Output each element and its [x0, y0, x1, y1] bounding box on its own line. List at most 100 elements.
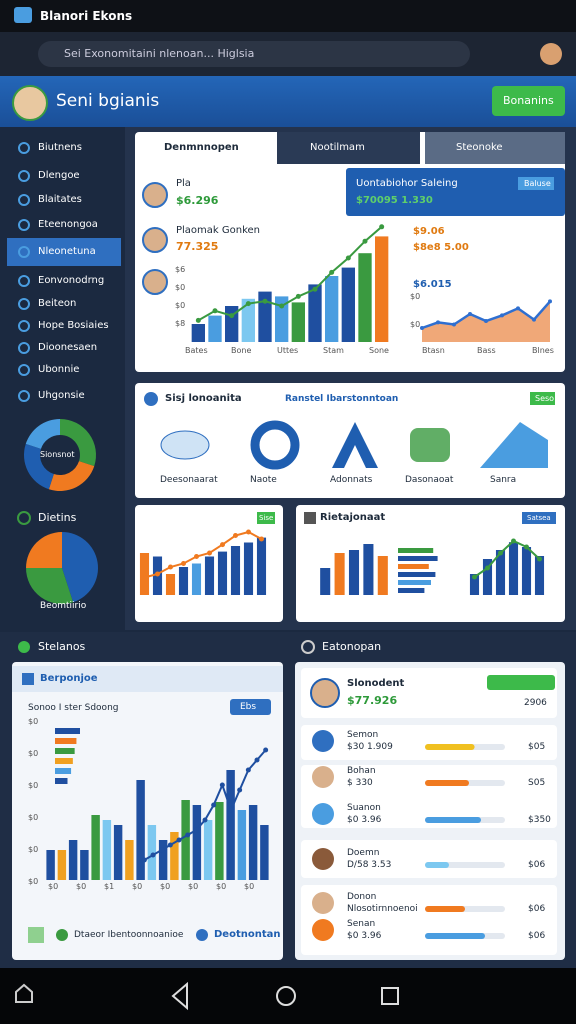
- header-button-label: Bonanins: [503, 94, 554, 107]
- trend-point: [279, 303, 285, 309]
- item-icon: [18, 142, 30, 154]
- x-label: $0: [160, 882, 171, 891]
- tab[interactable]: [277, 132, 420, 164]
- badge-label: Seso: [535, 394, 555, 403]
- url-field[interactable]: [38, 41, 470, 67]
- hbar: [398, 548, 434, 553]
- row-value: S05: [528, 778, 546, 788]
- trend-point: [159, 847, 165, 853]
- x-label: Btasn: [422, 346, 445, 355]
- back-button[interactable]: [171, 981, 188, 1011]
- progress-bar: [425, 862, 449, 868]
- donut-label: Sionsnot: [40, 450, 75, 459]
- bar: [534, 556, 545, 595]
- bar: [191, 324, 205, 342]
- bar: [243, 542, 254, 595]
- trend-point: [228, 807, 234, 813]
- bar: [136, 780, 145, 880]
- x-label: $1: [104, 882, 115, 891]
- recents-button[interactable]: [381, 987, 399, 1005]
- row-icon: [312, 919, 334, 941]
- bar: [191, 563, 202, 595]
- item-icon: [18, 320, 30, 332]
- area-point: [532, 317, 536, 322]
- bar: [215, 802, 224, 880]
- tab-label: Steonoke: [456, 142, 503, 153]
- active-item: [7, 238, 121, 266]
- bar: [230, 546, 241, 595]
- item-icon: [18, 298, 30, 310]
- pie-label: Beomtiirio: [40, 601, 87, 611]
- trend-point: [262, 298, 268, 304]
- sidebar-item: Dioonesaen: [38, 342, 98, 353]
- bar: [46, 850, 55, 880]
- trend-point: [193, 827, 199, 833]
- sidebar-item: Ubonnie: [38, 364, 80, 375]
- bar: [226, 770, 235, 880]
- x-label: $0: [76, 882, 87, 891]
- badge: [530, 392, 555, 405]
- section-icon: [18, 641, 30, 653]
- row-value: $350: [528, 815, 551, 825]
- tool-label: Adonnats: [330, 475, 373, 485]
- bar: [275, 296, 289, 342]
- hbar: [398, 580, 431, 585]
- list-value: $77.926: [347, 694, 398, 707]
- tool-label: Sanra: [490, 475, 517, 485]
- user-avatar[interactable]: [12, 85, 48, 121]
- trend-point: [207, 550, 212, 556]
- x-label: $0: [132, 882, 143, 891]
- row-sub: $ 330: [347, 778, 373, 788]
- trend-point: [263, 747, 269, 753]
- pie-slice: [60, 419, 96, 467]
- banner-title: Uontabiohor Saleing: [356, 178, 458, 189]
- bar: [170, 832, 179, 880]
- y-label: $8: [175, 319, 186, 328]
- tool-icon: [160, 430, 210, 460]
- button-label: Ebs: [240, 702, 257, 712]
- bar: [363, 544, 374, 595]
- trend-point: [237, 787, 243, 793]
- hbar: [398, 556, 438, 561]
- row-sub: $0 3.96: [347, 815, 382, 825]
- bar: [377, 556, 388, 595]
- trend-point: [229, 313, 235, 319]
- header-button[interactable]: [492, 86, 565, 116]
- trend-point: [245, 767, 251, 773]
- section-icon: [301, 640, 315, 654]
- panel-icon: [22, 673, 34, 685]
- tab-label: Denmnnopen: [164, 142, 239, 153]
- y-label: $0: [28, 845, 39, 854]
- tab[interactable]: [425, 132, 565, 164]
- profile-avatar[interactable]: [540, 43, 562, 65]
- list-card: [301, 840, 557, 878]
- person-avatar: [142, 182, 168, 208]
- area-point: [500, 313, 504, 318]
- row-sub: $0 3.96: [347, 931, 382, 941]
- trend-point: [245, 301, 251, 307]
- bar: [237, 810, 247, 880]
- section-icon: [17, 511, 31, 525]
- progress-bar: [425, 933, 485, 939]
- panel-button[interactable]: [230, 699, 271, 715]
- hbar: [55, 728, 80, 734]
- area-point: [436, 320, 440, 325]
- tab-icon: [14, 7, 32, 23]
- list-side: 2906: [524, 698, 547, 708]
- app-header: [0, 76, 576, 127]
- bar: [80, 850, 89, 880]
- bar: [203, 820, 213, 880]
- x-label: $0: [244, 882, 255, 891]
- banner-value: $70095 1.330: [356, 195, 433, 206]
- home-button[interactable]: [276, 986, 296, 1006]
- pie-slice: [48, 461, 95, 491]
- trend-point: [181, 561, 186, 566]
- person-name: Pla: [176, 178, 191, 189]
- home-icon[interactable]: [15, 983, 33, 1003]
- item-icon: [18, 246, 30, 258]
- tab-label: Nootilmam: [310, 142, 365, 153]
- row-icon: [312, 892, 334, 914]
- bar: [258, 291, 272, 342]
